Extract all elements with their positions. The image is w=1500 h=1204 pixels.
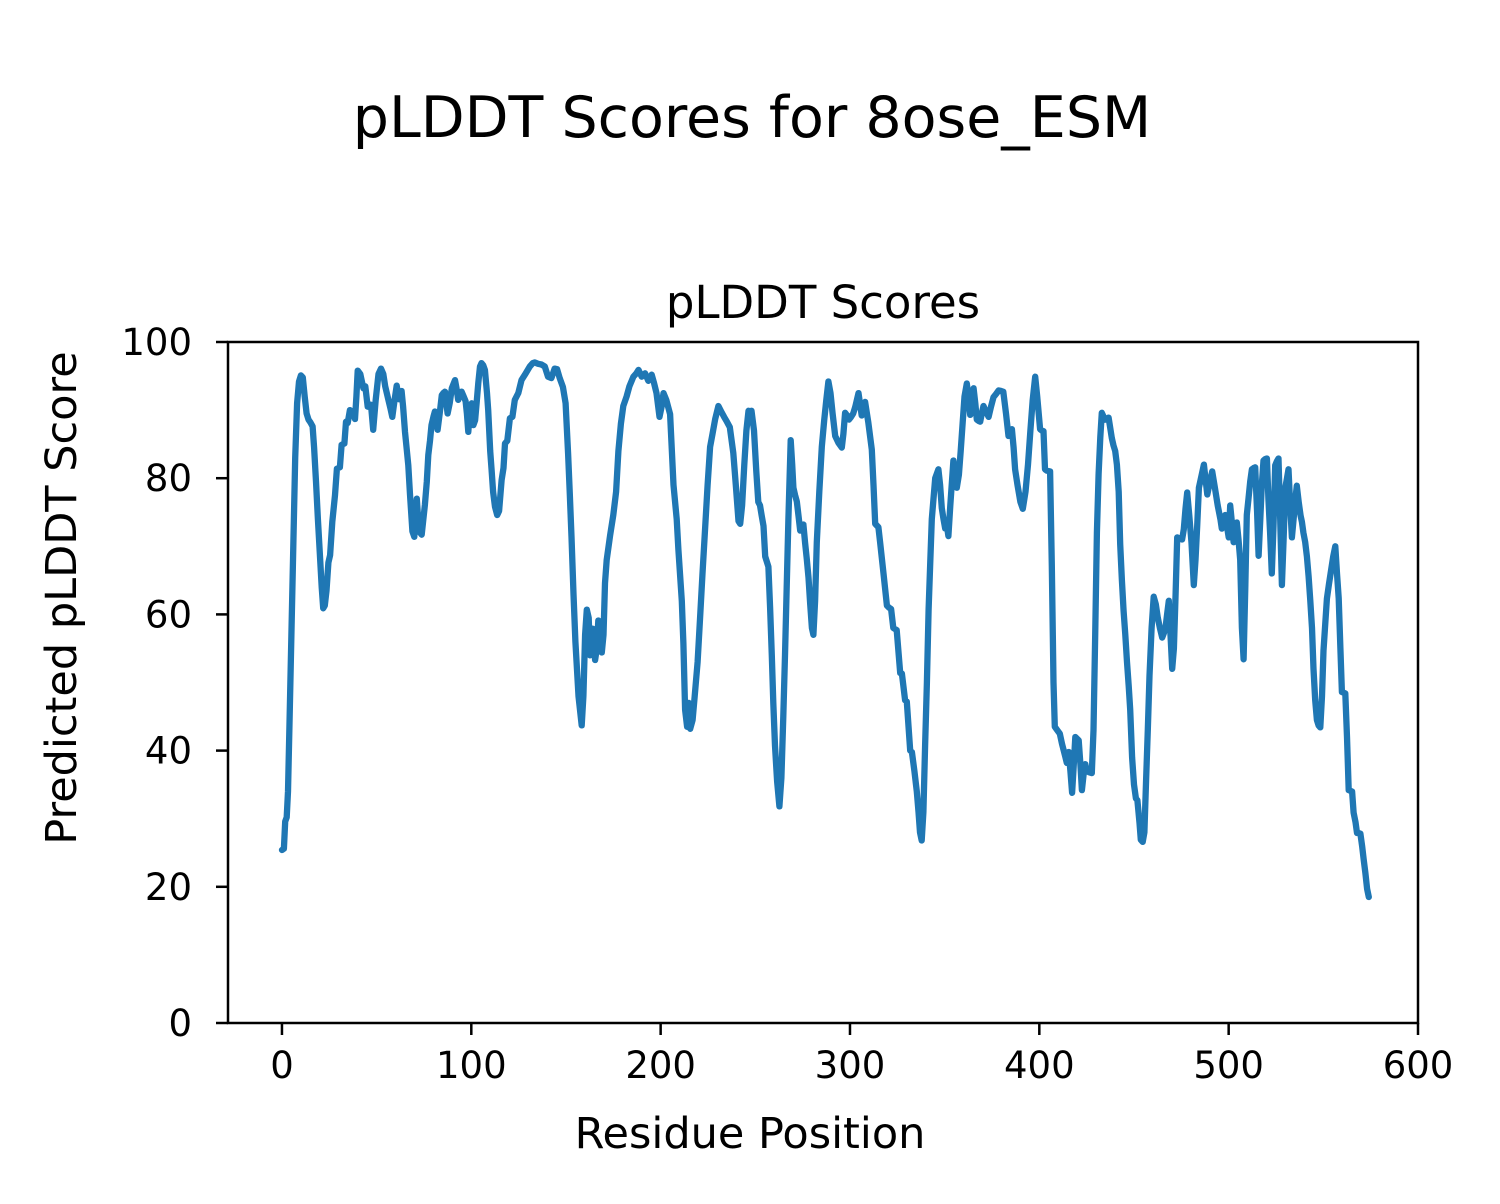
x-tick-label: 200	[625, 1044, 696, 1087]
figure-title: pLDDT Scores for 8ose_ESM	[353, 85, 1151, 151]
x-tick-label: 600	[1383, 1044, 1454, 1087]
plddt-series-line	[278, 359, 1372, 901]
y-tick-label: 80	[145, 457, 192, 500]
x-tick-label: 500	[1193, 1044, 1264, 1087]
y-tick-label: 40	[145, 730, 192, 773]
x-tick-label: 300	[815, 1044, 886, 1087]
x-tick-label: 0	[270, 1044, 294, 1087]
y-tick-label: 100	[121, 321, 192, 364]
y-tick-label: 60	[145, 593, 192, 636]
x-axis-ticks: 0 100 200 300 400 500 600	[270, 1023, 1453, 1087]
plot-area-spines	[226, 340, 1420, 1025]
x-tick-label: 100	[436, 1044, 507, 1087]
y-tick-label: 20	[145, 866, 192, 909]
y-axis-ticks: 0 20 40 60 80 100	[121, 321, 228, 1045]
y-axis-label: Predicted pLDDT Score	[37, 351, 87, 844]
y-tick-label: 0	[168, 1002, 192, 1045]
x-axis-label: Residue Position	[575, 1109, 926, 1159]
x-tick-label: 400	[1004, 1044, 1075, 1087]
chart-title: pLDDT Scores	[666, 276, 980, 329]
